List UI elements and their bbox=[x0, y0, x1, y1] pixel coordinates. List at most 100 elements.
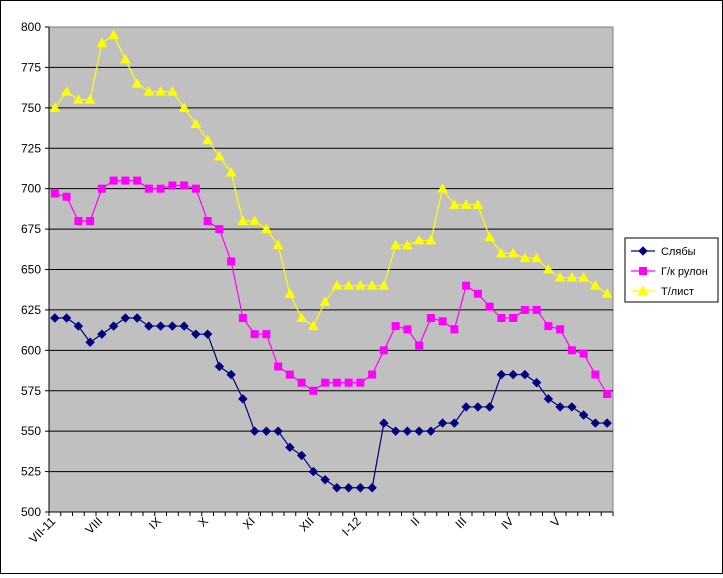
series-lines bbox=[49, 29, 613, 493]
y-tick-label: 600 bbox=[21, 343, 41, 357]
data-point bbox=[437, 183, 448, 193]
data-point bbox=[378, 280, 390, 290]
y-tick-label: 525 bbox=[21, 465, 41, 479]
data-point bbox=[108, 29, 119, 40]
data-point bbox=[531, 377, 542, 388]
data-point bbox=[86, 217, 95, 225]
data-point bbox=[50, 313, 60, 323]
data-point bbox=[484, 231, 495, 242]
data-point bbox=[202, 134, 213, 145]
data-point bbox=[238, 314, 247, 322]
data-point bbox=[437, 418, 448, 428]
data-point bbox=[531, 252, 542, 263]
data-point bbox=[167, 86, 178, 96]
y-tick-label: 625 bbox=[21, 303, 41, 317]
x-tick-label: I-12 bbox=[339, 514, 364, 539]
data-point bbox=[543, 394, 554, 404]
y-tick-label: 750 bbox=[21, 101, 41, 115]
data-point bbox=[61, 86, 72, 96]
data-point bbox=[320, 474, 330, 485]
data-point bbox=[238, 394, 248, 404]
data-point bbox=[390, 426, 401, 436]
data-point bbox=[508, 369, 518, 380]
data-point bbox=[473, 289, 482, 298]
data-point bbox=[556, 325, 565, 334]
data-point bbox=[602, 418, 612, 428]
data-point bbox=[74, 217, 83, 225]
data-point bbox=[226, 369, 236, 380]
legend-label: Т/лист bbox=[661, 286, 694, 298]
data-point bbox=[343, 483, 354, 493]
x-tick-label: V bbox=[548, 514, 564, 530]
data-point bbox=[261, 426, 272, 436]
data-point bbox=[96, 37, 108, 48]
data-point bbox=[438, 317, 447, 326]
data-point bbox=[449, 418, 460, 428]
data-point bbox=[356, 378, 365, 387]
data-point bbox=[273, 426, 283, 436]
data-point bbox=[97, 184, 106, 193]
x-tick-label: XI bbox=[240, 514, 258, 532]
data-point bbox=[61, 313, 72, 323]
data-point bbox=[520, 369, 530, 380]
data-point bbox=[62, 192, 71, 201]
data-point bbox=[509, 314, 518, 322]
data-point bbox=[366, 280, 378, 290]
data-point bbox=[180, 181, 189, 190]
data-point bbox=[203, 217, 212, 225]
y-tick-label: 725 bbox=[21, 141, 41, 155]
data-point bbox=[296, 450, 307, 461]
data-point bbox=[567, 346, 576, 355]
data-point bbox=[578, 410, 589, 420]
data-point bbox=[473, 402, 483, 412]
data-point bbox=[73, 321, 84, 331]
data-point bbox=[579, 349, 588, 358]
data-point bbox=[261, 223, 272, 234]
y-tick-label: 775 bbox=[21, 60, 41, 74]
data-point bbox=[413, 234, 425, 245]
legend-marker bbox=[639, 267, 647, 275]
legend-marker bbox=[637, 285, 649, 295]
y-tick-label: 675 bbox=[21, 222, 41, 236]
data-point bbox=[343, 280, 354, 290]
data-point bbox=[426, 426, 436, 436]
data-point bbox=[155, 321, 166, 331]
data-point bbox=[484, 402, 495, 412]
legend: Слябы Г/к рулон Т/лист bbox=[624, 237, 719, 303]
data-point bbox=[519, 252, 531, 263]
y-tick-label: 650 bbox=[21, 263, 41, 277]
data-point bbox=[496, 369, 507, 380]
series-1 bbox=[50, 313, 612, 493]
data-point bbox=[415, 341, 424, 350]
data-point bbox=[120, 53, 131, 64]
data-point bbox=[285, 442, 295, 453]
data-point bbox=[84, 94, 96, 104]
data-point bbox=[425, 234, 437, 245]
data-point bbox=[566, 272, 578, 282]
data-point bbox=[120, 313, 131, 323]
data-point bbox=[144, 321, 154, 331]
data-point bbox=[73, 94, 84, 104]
legend-label: Слябы bbox=[661, 246, 696, 258]
y-tick-label: 500 bbox=[21, 505, 41, 519]
x-tick-label: II bbox=[408, 514, 423, 529]
data-point bbox=[237, 215, 249, 225]
data-point bbox=[555, 402, 565, 412]
data-point bbox=[132, 313, 142, 323]
data-point bbox=[284, 288, 296, 298]
data-point bbox=[578, 272, 589, 282]
data-point bbox=[497, 314, 506, 322]
data-point bbox=[143, 86, 155, 96]
data-point bbox=[426, 314, 435, 322]
data-point bbox=[450, 325, 459, 334]
data-point bbox=[178, 102, 190, 112]
data-point bbox=[319, 296, 331, 306]
data-point bbox=[108, 321, 119, 331]
data-point bbox=[485, 302, 494, 311]
y-tick-label: 700 bbox=[21, 182, 41, 196]
data-point bbox=[567, 402, 577, 412]
data-point bbox=[155, 86, 166, 96]
legend-label: Г/к рулон bbox=[661, 266, 708, 278]
x-tick-label: IX bbox=[146, 514, 164, 532]
